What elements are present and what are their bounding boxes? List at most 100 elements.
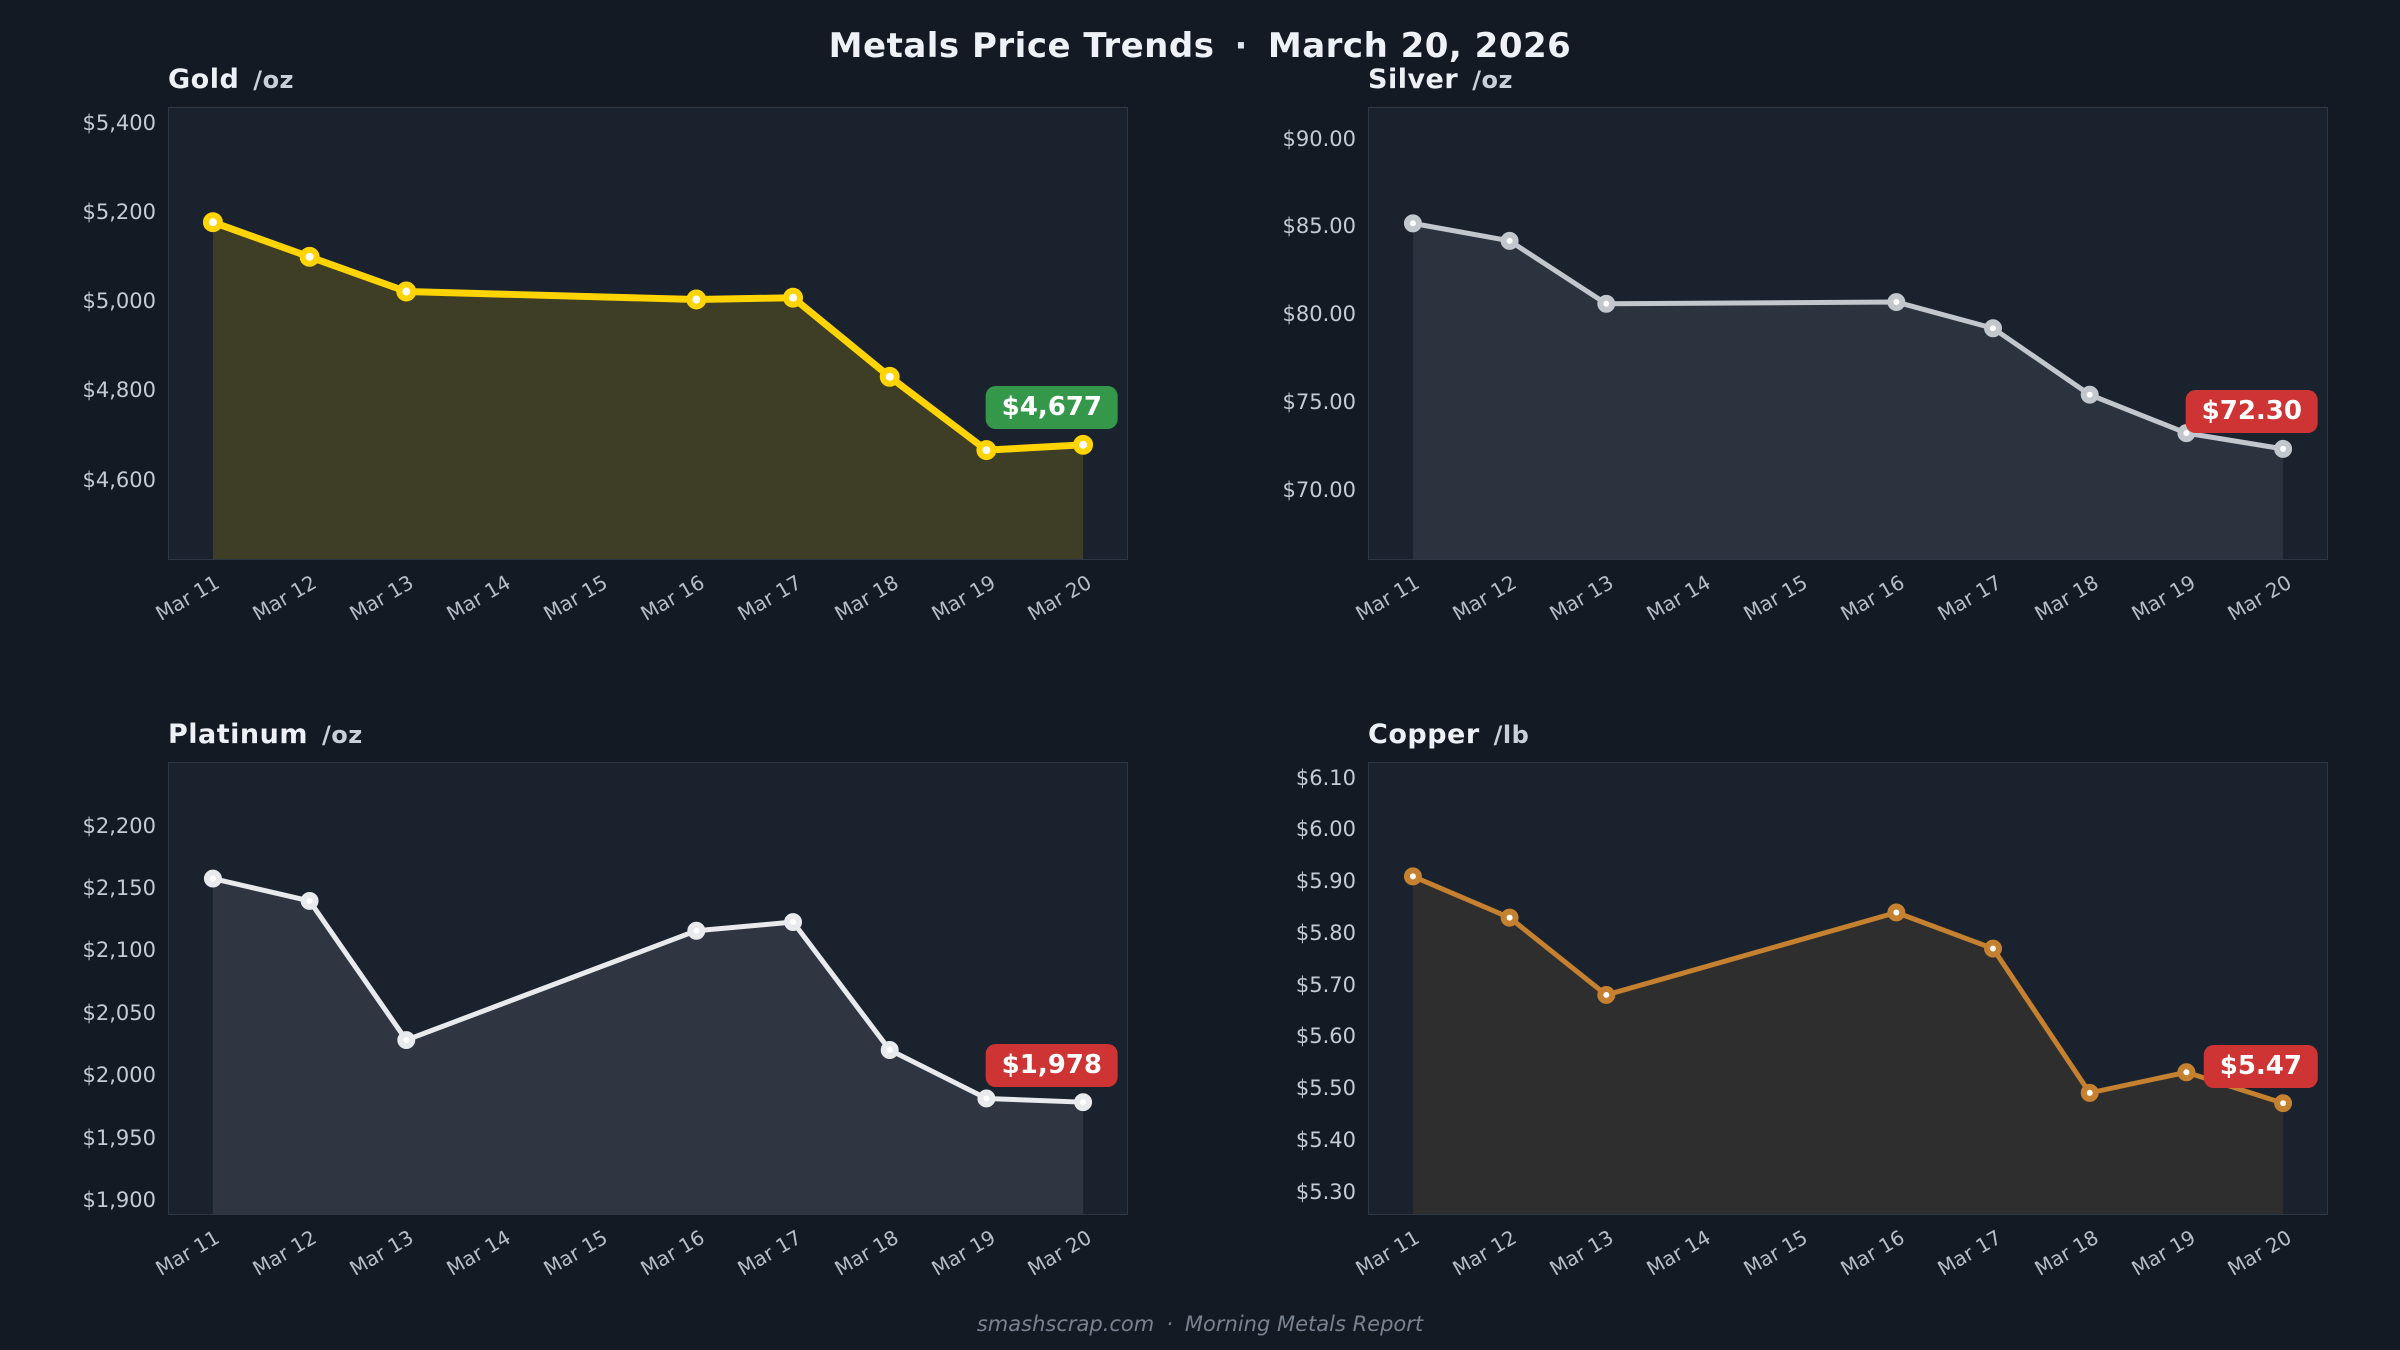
platinum-x-tick-label: Mar 17 — [733, 1225, 806, 1281]
gold-x-tick-label: Mar 14 — [442, 570, 515, 626]
copper-chart-title: Copper/lb — [1368, 719, 1529, 750]
page-title-text: Metals Price Trends — [828, 26, 1215, 66]
copper-data-point-mar-18 — [2080, 1083, 2099, 1102]
gold-title-metal: Gold — [168, 64, 240, 95]
copper-x-tick-label: Mar 20 — [2223, 1225, 2296, 1281]
copper-x-tick-label: Mar 17 — [1933, 1225, 2006, 1281]
copper-x-tick-label: Mar 18 — [2029, 1225, 2103, 1281]
platinum-y-tick-label: $1,900 — [82, 1188, 156, 1213]
silver-x-tick-label: Mar 19 — [2126, 570, 2200, 626]
copper-y-tick-label: $6.00 — [1295, 817, 1356, 842]
platinum-data-point-mar-12 — [300, 891, 319, 910]
copper-y-tick-label: $5.30 — [1295, 1179, 1356, 1204]
gold-data-point-mar-17 — [783, 287, 804, 308]
silver-x-axis-labels: Mar 11 Mar 12 Mar 13 Mar 14 Mar 15 Mar 16 Mar … — [1352, 570, 2328, 660]
silver-x-tick-label: Mar 20 — [2223, 570, 2296, 626]
gold-data-point-mar-16 — [686, 289, 707, 310]
gold-x-tick-label: Mar 15 — [539, 570, 612, 626]
gold-title-unit: /oz — [253, 66, 295, 94]
platinum-title-metal: Platinum — [168, 719, 309, 750]
platinum-y-tick-label: $2,200 — [82, 813, 156, 838]
gold-y-axis-labels: $5,400 $5,200 $5,000 $4,800 $4,600 — [52, 107, 156, 560]
silver-chart-title: Silver/oz — [1368, 64, 1513, 95]
copper-area-fill — [1412, 876, 2284, 1214]
silver-plot-area — [1368, 107, 2328, 560]
gold-last-price-badge: $4,677 — [985, 386, 1118, 430]
platinum-x-tick-label: Mar 14 — [442, 1225, 515, 1281]
platinum-title-unit: /oz — [322, 721, 363, 749]
silver-x-tick-label: Mar 18 — [2029, 570, 2103, 626]
copper-data-point-mar-17 — [1984, 939, 2003, 958]
gold-y-tick-label: $4,800 — [82, 378, 156, 403]
platinum-data-point-mar-19 — [977, 1089, 996, 1108]
footer-source: smashscrap.com — [976, 1312, 1155, 1336]
silver-data-point-mar-20 — [2274, 439, 2293, 458]
gold-x-tick-label: Mar 12 — [248, 570, 321, 626]
copper-x-tick-label: Mar 16 — [1836, 1225, 1909, 1281]
copper-y-tick-label: $5.60 — [1295, 1024, 1356, 1049]
silver-line-chart — [1403, 214, 2293, 559]
platinum-y-tick-label: $2,100 — [82, 938, 156, 963]
copper-x-tick-label: Mar 15 — [1739, 1225, 1812, 1281]
copper-data-point-mar-19 — [2177, 1063, 2196, 1082]
gold-price-line — [209, 218, 1087, 454]
gold-y-tick-label: $5,000 — [82, 289, 156, 314]
copper-y-tick-label: $5.80 — [1295, 920, 1356, 945]
silver-data-point-mar-13 — [1597, 294, 1616, 313]
platinum-x-tick-label: Mar 18 — [829, 1225, 903, 1281]
copper-x-tick-label: Mar 13 — [1545, 1225, 1618, 1281]
platinum-plot-area — [168, 762, 1128, 1215]
platinum-y-tick-label: $1,950 — [82, 1125, 156, 1150]
copper-y-tick-label: $6.10 — [1295, 765, 1356, 790]
silver-x-tick-label: Mar 13 — [1545, 570, 1618, 626]
platinum-y-tick-label: $2,050 — [82, 1000, 156, 1025]
platinum-x-tick-label: Mar 15 — [539, 1225, 612, 1281]
silver-data-point-mar-12 — [1500, 231, 1519, 250]
silver-x-tick-label: Mar 11 — [1351, 570, 1424, 626]
platinum-x-tick-label: Mar 16 — [636, 1225, 709, 1281]
copper-y-tick-label: $5.50 — [1295, 1076, 1356, 1101]
platinum-x-tick-label: Mar 13 — [345, 1225, 418, 1281]
footer-separator-dot: · — [1166, 1312, 1173, 1336]
gold-data-point-mar-18 — [879, 366, 900, 387]
gold-y-tick-label: $5,200 — [82, 199, 156, 224]
copper-plot-area — [1368, 762, 2328, 1215]
copper-y-tick-label: $5.40 — [1295, 1127, 1356, 1152]
platinum-line-chart — [203, 869, 1093, 1214]
silver-y-tick-label: $90.00 — [1282, 126, 1356, 151]
page-title: Metals Price Trends · March 20, 2026 — [0, 26, 2400, 66]
platinum-data-point-mar-11 — [203, 869, 222, 888]
copper-line-chart — [1403, 867, 2293, 1214]
gold-x-tick-label: Mar 16 — [636, 570, 709, 626]
silver-y-tick-label: $80.00 — [1282, 302, 1356, 327]
silver-x-tick-label: Mar 12 — [1448, 570, 1521, 626]
copper-data-point-mar-12 — [1500, 908, 1519, 927]
platinum-y-tick-label: $2,000 — [82, 1063, 156, 1088]
gold-chart-title: Gold/oz — [168, 64, 294, 95]
silver-data-point-mar-11 — [1403, 214, 1422, 233]
gold-data-point-mar-13 — [396, 281, 417, 302]
gold-x-tick-label: Mar 20 — [1023, 570, 1096, 626]
copper-chart-panel: Copper/lb $6.10 $6.00 $5.90 $5.80 $5.70 $5.60… — [1238, 715, 2400, 1321]
platinum-x-axis-labels: Mar 11 Mar 12 Mar 13 Mar 14 Mar 15 Mar 16 Mar … — [152, 1225, 1128, 1315]
platinum-area-fill — [212, 878, 1084, 1214]
platinum-data-point-mar-13 — [397, 1031, 416, 1050]
silver-price-line — [1410, 220, 2286, 452]
platinum-y-tick-label: $2,150 — [82, 876, 156, 901]
gold-y-tick-label: $4,600 — [82, 467, 156, 492]
silver-title-metal: Silver — [1368, 64, 1459, 95]
copper-data-point-mar-20 — [2274, 1094, 2293, 1113]
copper-title-metal: Copper — [1368, 719, 1480, 750]
copper-price-line — [1410, 873, 2286, 1106]
silver-title-unit: /oz — [1472, 66, 1513, 94]
copper-last-price-badge: $5.47 — [2203, 1044, 2318, 1088]
silver-area-fill — [1412, 223, 2284, 559]
silver-x-tick-label: Mar 17 — [1933, 570, 2006, 626]
gold-area-fill — [212, 222, 1084, 559]
silver-y-tick-label: $75.00 — [1282, 389, 1356, 414]
silver-data-point-mar-17 — [1984, 319, 2003, 338]
gold-x-tick-label: Mar 17 — [733, 570, 806, 626]
platinum-data-point-mar-16 — [687, 921, 706, 940]
gold-plot-area — [168, 107, 1128, 560]
silver-last-price-badge: $72.30 — [2185, 390, 2318, 434]
